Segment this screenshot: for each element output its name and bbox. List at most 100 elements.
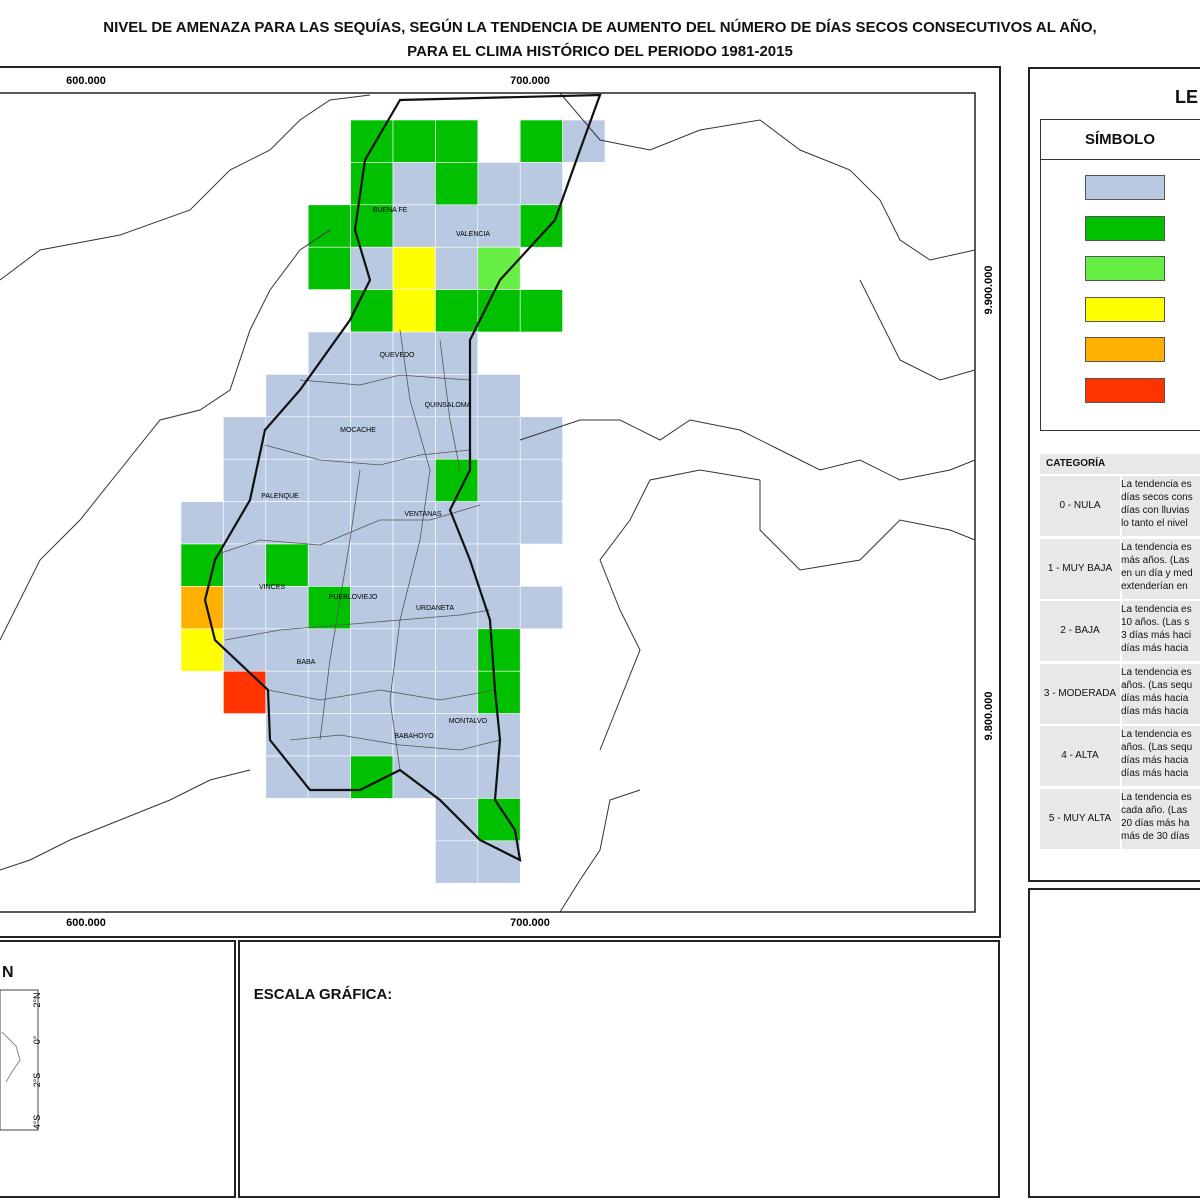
category-description: La tendencia es: [1121, 604, 1192, 615]
category-description: extenderían en: [1121, 580, 1188, 592]
grid-cell: [435, 501, 479, 545]
category-label: 1 - MUY BAJA: [1047, 562, 1113, 574]
grid-cell: [350, 374, 394, 418]
boundary-line: [559, 789, 641, 913]
grid-cell: [392, 628, 436, 672]
grid-cell: [265, 713, 309, 757]
canton-line: [319, 469, 361, 741]
grid-cell: [477, 670, 521, 714]
place-label: VINCES: [259, 584, 285, 591]
table-row-bg: [1040, 788, 1120, 849]
category-description: en un día y med: [1121, 567, 1193, 579]
grid-cell: [435, 840, 479, 884]
map: BUENA FE VALENCIA QUEVEDO QUINSALOMA MOCACHE…: [0, 66, 1001, 938]
canton-line: [224, 609, 491, 641]
symbol-header: SÍMBOLO: [1085, 131, 1155, 148]
category-description: años. (Las sequ: [1121, 742, 1193, 753]
boundary-line: [559, 92, 976, 261]
category-label: 4 - ALTA: [1061, 750, 1099, 761]
coordinate-label: 600.000: [66, 917, 106, 929]
table-row-bg: [1122, 726, 1200, 786]
grid-cell: [350, 119, 394, 163]
grid-cell: [519, 586, 563, 630]
grid-cell: [477, 374, 521, 418]
grid-cell: [435, 246, 479, 290]
place-label: BABAHOYO: [394, 733, 434, 740]
grid-cell: [435, 628, 479, 672]
grid-cell: [307, 586, 351, 630]
grid-cell: [223, 586, 267, 630]
grid-cell: [477, 458, 521, 502]
grid-cell: [435, 374, 479, 418]
category-description: La tendencia es: [1121, 479, 1192, 490]
boundary-line: [519, 419, 976, 481]
category-description: días más hacia: [1121, 768, 1189, 779]
grid-cell: [350, 416, 394, 460]
latitude-label: 4°S: [32, 1115, 42, 1130]
canton-line: [264, 444, 471, 466]
title-line: PARA EL CLIMA HISTÓRICO DEL PERIODO 1981…: [407, 43, 793, 60]
locator-map: 2°N 0° 2°S 4°S: [0, 989, 42, 1131]
grid-cell: [392, 543, 436, 587]
grid-cell: [307, 374, 351, 418]
grid-cell: [519, 458, 563, 502]
grid-cell: [477, 840, 521, 884]
grid-cell: [223, 543, 267, 587]
place-label: MOCACHE: [340, 427, 376, 434]
coordinate-label: 600.000: [66, 75, 106, 87]
place-label: PUEBLOVIEJO: [329, 594, 378, 601]
boundary-line: [859, 279, 976, 381]
legend-swatch: [1085, 175, 1165, 200]
grid-cell: [223, 628, 267, 672]
grid-cell: [223, 458, 267, 502]
divider: [1040, 159, 1200, 160]
latitude-label: 0°: [32, 1035, 42, 1044]
grid-cell: [180, 501, 224, 545]
canton-line: [439, 339, 461, 471]
place-label: QUEVEDO: [379, 352, 415, 359]
grid-cell: [350, 586, 394, 630]
grid-cell: [519, 289, 563, 333]
coordinate-label: 9.900.000: [983, 266, 995, 315]
grid-cell: [265, 586, 309, 630]
grid-cell: [180, 543, 224, 587]
table-row-bg: [1040, 476, 1120, 536]
category-description: días más hacia: [1121, 643, 1189, 654]
place-label: VENTANAS: [404, 511, 442, 518]
grid-cell: [265, 501, 309, 545]
grid-cell: [350, 501, 394, 545]
boundary-line: [0, 769, 251, 871]
grid-cell: [307, 755, 351, 799]
scale-panel: ESCALA GRÁFICA:: [238, 940, 1000, 1198]
grid-cell: [265, 416, 309, 460]
place-label: BUENA FE: [373, 207, 408, 214]
grid-cell: [180, 628, 224, 672]
canton-line: [267, 689, 496, 701]
grid-cell: [477, 543, 521, 587]
info-panel: [1028, 888, 1200, 1198]
category-description: La tendencia es: [1121, 729, 1192, 740]
place-label: MONTALVO: [449, 718, 488, 725]
grid-cell: [519, 162, 563, 206]
category-description: más de 30 días: [1121, 830, 1190, 842]
place-label: URDANETA: [416, 605, 454, 612]
category-description: La tendencia es: [1121, 666, 1192, 678]
grid-cell: [307, 670, 351, 714]
locator-frame: [0, 989, 39, 1131]
grid-cell: [392, 119, 436, 163]
grid-cell: [265, 543, 309, 587]
table-row-bg: [1122, 788, 1200, 849]
grid-cell: [350, 713, 394, 757]
grid-cell: [223, 416, 267, 460]
grid-cell: [265, 670, 309, 714]
place-label: VALENCIA: [456, 231, 490, 238]
legend-swatch: [1085, 377, 1165, 403]
grid-cell: [392, 374, 436, 418]
boundary-line: [0, 229, 331, 641]
coordinate-label: 700.000: [510, 75, 550, 87]
canton-line: [299, 374, 471, 386]
locator-coast: [1, 1031, 21, 1083]
table-header-bg: [1040, 454, 1200, 474]
grid-cell: [392, 162, 436, 206]
legend-swatch: [1085, 215, 1165, 241]
